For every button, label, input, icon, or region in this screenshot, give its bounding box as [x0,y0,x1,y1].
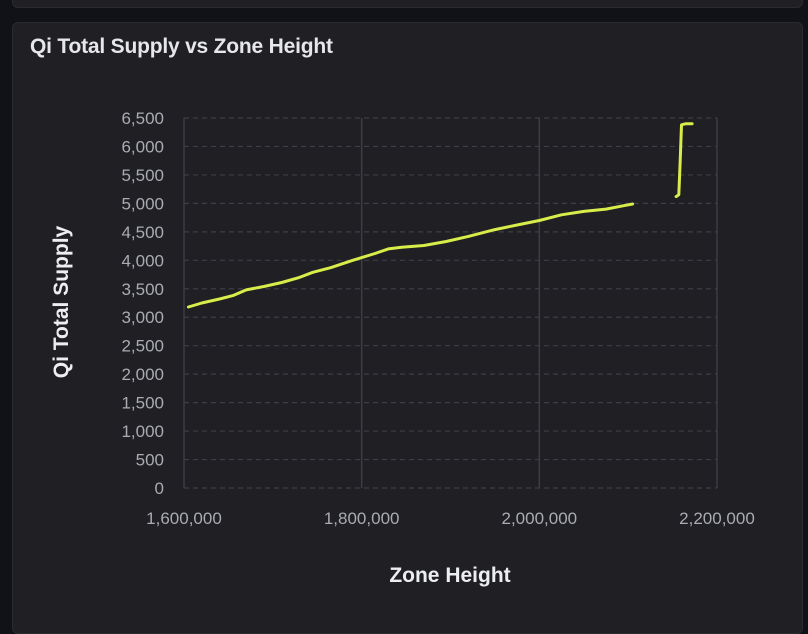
y-axis-ticks: 0 500 1,000 1,500 2,000 2,500 3,000 3,500 4,000 4… [121,109,164,498]
x-axis-ticks: 1,600,000 1,800,000 2,000,000 2,200,000 [146,509,755,528]
x-tick-label: 1,600,000 [146,509,222,528]
y-tick-label: 5,000 [121,194,164,213]
y-axis-title: Qi Total Supply [50,225,73,378]
panel-title: Qi Total Supply vs Zone Height [30,35,333,58]
y-tick-label: 5,500 [121,166,164,185]
series-line-segment [186,202,635,309]
y-tick-label: 2,500 [121,337,164,356]
y-tick-label: 500 [136,451,164,470]
y-tick-label: 3,500 [121,280,164,299]
y-tick-label: 4,000 [121,251,164,270]
series-layer [186,122,694,309]
x-tick-label: 2,200,000 [679,509,755,528]
y-tick-label: 6,000 [121,137,164,156]
x-axis-title: Zone Height [389,564,510,587]
previous-panel-edge [12,0,803,8]
y-tick-label: 1,500 [121,394,164,413]
y-tick-label: 0 [155,479,164,498]
x-tick-label: 2,000,000 [502,509,578,528]
x-tick-label: 1,800,000 [324,509,400,528]
y-tick-label: 1,000 [121,422,164,441]
y-tick-label: 2,000 [121,365,164,384]
grid [183,117,718,489]
y-tick-label: 4,500 [121,223,164,242]
y-tick-label: 3,000 [121,308,164,327]
y-tick-label: 6,500 [121,109,164,128]
series-line-segment [674,122,694,199]
